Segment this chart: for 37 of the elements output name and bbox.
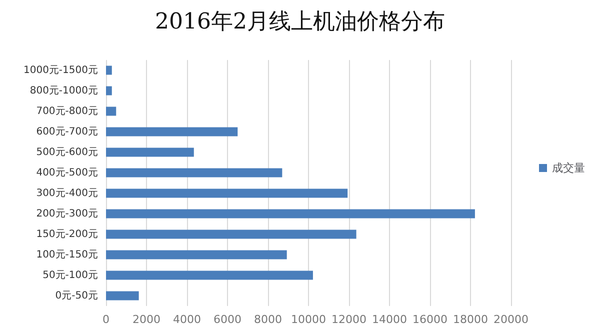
y-tick-label: 0元-50元 xyxy=(55,290,98,302)
bar xyxy=(106,127,238,136)
y-tick-label: 800元-1000元 xyxy=(30,85,98,96)
bar xyxy=(106,168,282,178)
bar xyxy=(106,270,313,280)
x-tick-label: 6000 xyxy=(214,313,242,326)
bar xyxy=(106,291,139,300)
bar xyxy=(106,209,475,218)
bar xyxy=(106,86,112,96)
x-tick-label: 8000 xyxy=(254,313,282,326)
legend-label: 成交量 xyxy=(552,162,585,174)
x-tick-label: 0 xyxy=(102,313,110,326)
x-tick-label: 4000 xyxy=(173,313,201,326)
x-tick-label: 2000 xyxy=(132,313,160,326)
bar xyxy=(106,66,112,75)
bar xyxy=(106,106,116,116)
x-tick-label: 16000 xyxy=(412,313,448,326)
y-tick-label: 600元-700元 xyxy=(36,126,98,138)
y-tick-label: 100元-150元 xyxy=(36,249,98,260)
y-tick-label: 150元-200元 xyxy=(36,228,98,240)
y-tick-label: 300元-400元 xyxy=(36,188,98,199)
bar xyxy=(106,230,356,239)
y-tick-label: 700元-800元 xyxy=(36,106,98,117)
x-tick-label: 14000 xyxy=(372,313,407,326)
y-tick-label: 400元-500元 xyxy=(36,167,98,178)
y-tick-label: 50元-100元 xyxy=(42,270,98,281)
y-tick-label: 1000元-1500元 xyxy=(23,64,98,76)
chart-title: 2016年2月线上机油价格分布 xyxy=(155,10,445,34)
x-tick-label: 18000 xyxy=(453,313,488,326)
bar xyxy=(106,148,194,157)
y-tick-label: 500元-600元 xyxy=(36,146,98,158)
x-tick-label: 12000 xyxy=(332,313,366,326)
bar xyxy=(106,250,287,260)
y-tick-label: 200元-300元 xyxy=(36,208,98,220)
x-tick-label: 10000 xyxy=(291,313,326,326)
bar xyxy=(106,188,348,198)
x-tick-label: 20000 xyxy=(494,313,528,326)
